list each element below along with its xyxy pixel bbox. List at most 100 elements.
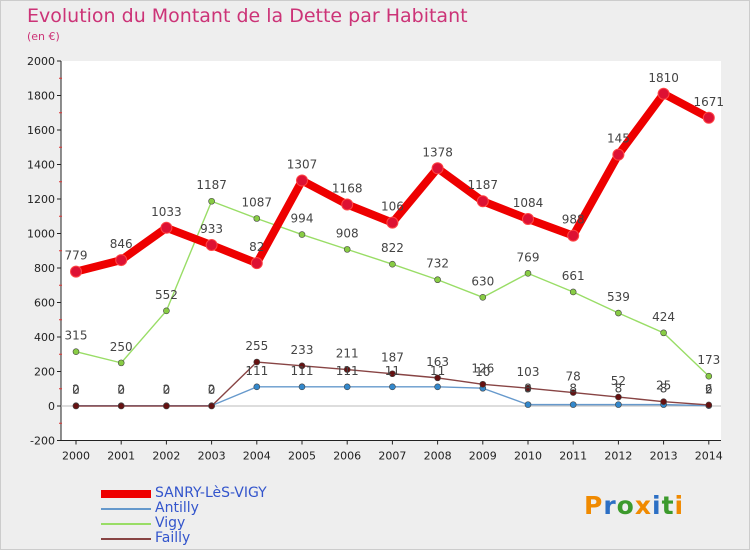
data-point-2 xyxy=(163,307,170,315)
data-label: 8 xyxy=(569,382,577,396)
data-point-2 xyxy=(253,215,261,222)
data-label: 11 xyxy=(385,364,400,378)
data-label: 8 xyxy=(615,382,623,396)
x-tick-label: 2000 xyxy=(62,450,90,463)
data-label: 2 xyxy=(72,383,80,397)
data-label: 2 xyxy=(705,383,713,397)
legend-swatch xyxy=(101,508,151,510)
data-point-2 xyxy=(524,270,532,277)
data-label: 8 xyxy=(660,382,668,396)
x-tick-label: 2006 xyxy=(333,450,361,463)
data-point-0 xyxy=(341,198,354,211)
proxiti-logo: Proxiti xyxy=(584,491,684,520)
data-point-0 xyxy=(522,213,534,226)
data-point-1 xyxy=(253,383,261,391)
x-tick-label: 2001 xyxy=(107,450,135,463)
y-tick-label: -200 xyxy=(30,435,55,448)
data-point-0 xyxy=(431,162,444,175)
x-tick-label: 2013 xyxy=(650,450,678,463)
data-label: 539 xyxy=(607,290,630,304)
logo-letter: i xyxy=(674,491,685,520)
data-label: 661 xyxy=(562,269,585,283)
data-point-1 xyxy=(615,401,622,408)
data-point-3 xyxy=(615,393,622,401)
data-label: 255 xyxy=(245,339,268,353)
y-tick-label: 1600 xyxy=(27,124,55,137)
data-label: 630 xyxy=(471,274,494,288)
data-label: 233 xyxy=(291,343,314,357)
data-label: 1187 xyxy=(468,178,499,192)
data-point-2 xyxy=(615,309,622,317)
chart-title: Evolution du Montant de la Dette par Hab… xyxy=(27,5,468,27)
y-tick-label: 200 xyxy=(34,366,55,379)
x-tick-label: 2014 xyxy=(695,450,723,463)
x-tick-label: 2009 xyxy=(469,450,497,463)
data-label: 126 xyxy=(471,361,494,375)
data-point-1 xyxy=(524,401,532,408)
data-label: 10 xyxy=(475,365,490,379)
y-tick-label: 400 xyxy=(34,331,55,344)
data-label: 1671 xyxy=(694,95,725,109)
data-label: 1087 xyxy=(242,195,273,209)
legend-swatch xyxy=(101,523,151,525)
data-point-0 xyxy=(657,87,670,100)
y-tick-label: 600 xyxy=(34,297,55,310)
legend-label: Vigy xyxy=(155,515,186,531)
data-label: 732 xyxy=(426,257,449,271)
x-tick-label: 2005 xyxy=(288,450,316,463)
data-point-2 xyxy=(343,246,351,253)
data-label: 1810 xyxy=(648,71,679,85)
data-label: 1378 xyxy=(422,145,453,159)
x-tick-label: 2003 xyxy=(198,450,226,463)
data-label: 1168 xyxy=(332,182,363,196)
data-label: 552 xyxy=(155,288,178,302)
data-point-3 xyxy=(479,380,487,388)
data-point-3 xyxy=(660,398,667,405)
data-label: 0 xyxy=(117,383,125,397)
data-point-2 xyxy=(434,276,441,284)
data-point-0 xyxy=(612,148,625,161)
data-point-3 xyxy=(569,389,577,396)
data-label: 846 xyxy=(110,237,133,251)
data-point-0 xyxy=(115,254,128,267)
data-point-0 xyxy=(70,265,82,278)
data-label: 82 xyxy=(249,240,264,254)
logo-letter: t xyxy=(661,491,675,520)
data-label: 52 xyxy=(611,374,626,388)
data-point-3 xyxy=(253,358,261,366)
y-tick-label: 800 xyxy=(34,262,55,275)
data-label: 173 xyxy=(697,353,720,367)
data-point-3 xyxy=(208,402,215,410)
data-label: 78 xyxy=(566,370,581,384)
data-point-2 xyxy=(660,329,667,337)
x-tick-label: 2004 xyxy=(243,450,271,463)
data-point-1 xyxy=(298,383,306,391)
logo-letter: o xyxy=(616,491,635,520)
data-point-1 xyxy=(434,383,441,391)
data-point-0 xyxy=(296,174,308,187)
data-point-3 xyxy=(298,362,306,370)
data-point-0 xyxy=(205,239,218,252)
data-label: 315 xyxy=(65,329,88,343)
data-label: 908 xyxy=(336,226,359,240)
data-label: 779 xyxy=(65,249,88,263)
legend-label: SANRY-LèS-VIGY xyxy=(155,485,267,501)
plot-area xyxy=(61,61,721,441)
x-tick-label: 2010 xyxy=(514,450,542,463)
data-label: 769 xyxy=(517,250,540,264)
data-label: 1033 xyxy=(151,205,182,219)
data-label: 111 xyxy=(291,364,314,378)
x-tick-label: 2002 xyxy=(152,450,180,463)
data-label: 1307 xyxy=(287,158,318,172)
y-tick-label: 1000 xyxy=(27,228,55,241)
data-label: 163 xyxy=(426,355,449,369)
data-label: 1084 xyxy=(513,196,544,210)
data-label: 994 xyxy=(291,212,314,226)
logo-letter: i xyxy=(652,491,662,520)
x-tick-label: 2008 xyxy=(424,450,452,463)
logo-letter: P xyxy=(584,491,604,520)
data-point-0 xyxy=(702,111,715,124)
y-tick-label: 1200 xyxy=(27,193,55,206)
